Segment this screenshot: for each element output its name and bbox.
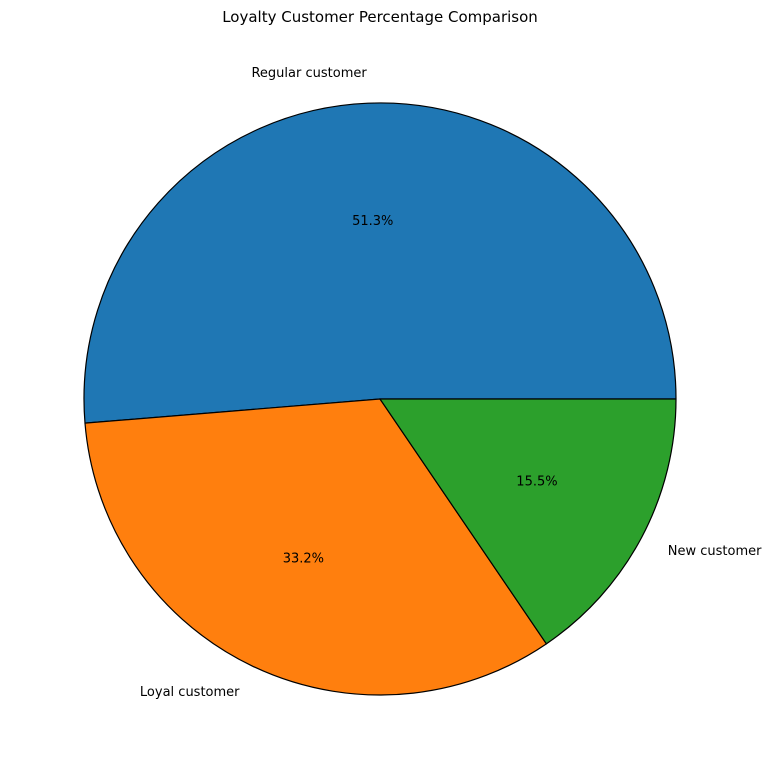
pie-labels: Regular customer 51.3% Loyal customer 33.2%… <box>140 66 762 700</box>
percent-label-new-customer: 15.5% <box>516 475 557 490</box>
percent-label-loyal-customer: 33.2% <box>283 552 324 567</box>
pie-slices <box>83 102 677 696</box>
percent-label-regular-customer: 51.3% <box>352 214 393 229</box>
slice-label-new-customer: New customer <box>668 544 762 559</box>
pie-slice-loyal-customer <box>84 398 547 696</box>
slice-label-regular-customer: Regular customer <box>251 66 367 81</box>
pie-slice-regular-customer <box>83 102 677 424</box>
chart-title: Loyalty Customer Percentage Comparison <box>222 8 538 26</box>
pie-slice-new-customer <box>379 398 677 645</box>
slice-label-loyal-customer: Loyal customer <box>140 685 240 700</box>
